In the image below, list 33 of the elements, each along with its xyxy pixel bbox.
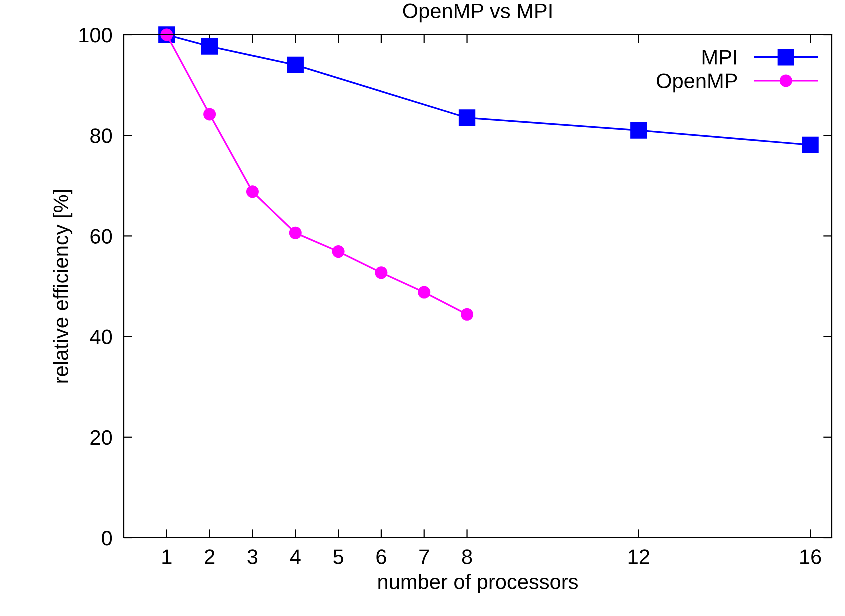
point [204, 108, 216, 121]
point [201, 38, 218, 55]
x-tick-label: 8 [462, 550, 472, 564]
y-tick-label: 80 [90, 128, 112, 144]
y-tick-label: 60 [90, 229, 112, 244]
point [418, 286, 431, 299]
x-tick-label: 5 [334, 550, 344, 564]
chart-title: OpenMP vs MPI [403, 4, 552, 23]
point [802, 136, 819, 154]
point [375, 266, 388, 280]
point [287, 56, 304, 74]
x-tick-label: 7 [420, 550, 430, 564]
y-tick-label: 20 [90, 430, 112, 446]
x-tick-label: 16 [800, 550, 822, 564]
x-axis-title: number of processors [378, 574, 578, 594]
x-tick-label: 1 [162, 550, 172, 564]
x-tick-label: 12 [628, 550, 650, 564]
y-tick-label: 100 [80, 28, 112, 43]
y-axis-title: relative efficiency [%] [53, 190, 73, 383]
point [630, 122, 648, 139]
x-tick-label: 3 [248, 550, 258, 564]
point [289, 226, 302, 240]
x-tick-label: 4 [290, 550, 301, 564]
y-tick-label: 40 [90, 330, 112, 345]
point [332, 246, 345, 258]
x-tick-label: 2 [205, 550, 215, 564]
point [246, 186, 259, 198]
point [461, 308, 474, 321]
x-tick-label: 6 [376, 550, 386, 564]
y-tick-label: 0 [102, 531, 112, 546]
point [458, 110, 476, 126]
legend-label: OpenMP [657, 74, 738, 93]
legend-label: MPI [702, 50, 736, 65]
